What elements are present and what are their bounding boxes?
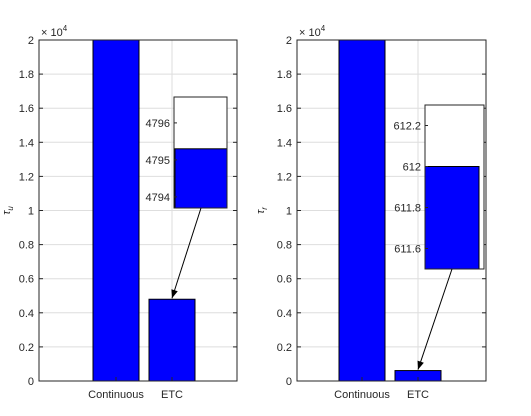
- y-axis-label: τu: [1, 206, 15, 215]
- inset-y-tick-label: 612.2: [393, 121, 421, 133]
- y-exponent-power: 4: [321, 24, 326, 33]
- y-tick-label: 1.2: [277, 171, 292, 183]
- left-panel: 0 0.2 0.4 0.6 0.8 1 1.2 1.4 1.6 1.8 2 Continuous ETC…: [1, 24, 238, 401]
- bar-etc: [148, 298, 196, 382]
- inset-bar: [424, 166, 480, 270]
- y-tick-label: 0.8: [277, 240, 292, 252]
- bar-continuous: [338, 39, 386, 382]
- inset-y-tick-label: 4794: [146, 192, 170, 204]
- x-tick-label: Continuous: [334, 389, 390, 401]
- y-exponent-label: × 104: [299, 24, 326, 39]
- y-axis-label: τr: [255, 207, 269, 214]
- inset-y-tick-label: 612: [403, 162, 421, 174]
- y-axis-label-subscript: r: [260, 207, 269, 210]
- y-tick-label: 1: [286, 206, 292, 218]
- zoom-arrow-head: [417, 360, 424, 370]
- right-panel: 0 0.2 0.4 0.6 0.8 1 1.2 1.4 1.6 1.8 2 Continuous ETC…: [255, 24, 487, 401]
- x-tick-label: Continuous: [88, 389, 144, 401]
- y-tick-label: 1.6: [277, 103, 292, 115]
- y-tick-label: 0: [286, 376, 292, 388]
- inset-etc: 611.6 611.8 612 612.2: [393, 104, 485, 270]
- x-tick-label: ETC: [407, 389, 429, 401]
- y-tick-label: 0.8: [19, 240, 34, 252]
- x-tick-label: ETC: [161, 389, 183, 401]
- y-tick-label: 1.8: [19, 69, 34, 81]
- inset-bar: [174, 148, 228, 209]
- y-tick-label: 0.4: [19, 308, 34, 320]
- y-tick-label: 0.6: [19, 274, 34, 286]
- inset-y-tick-label: 611.6: [394, 244, 421, 256]
- y-tick-label: 0.2: [277, 342, 292, 354]
- y-tick-label: 1.2: [19, 171, 34, 183]
- zoom-arrow: [171, 207, 202, 299]
- y-tick-label: 0.4: [277, 308, 292, 320]
- y-tick-label: 1.8: [277, 69, 292, 81]
- y-axis-label-subscript: u: [6, 206, 15, 211]
- inset-frame: [424, 104, 485, 270]
- y-tick-label: 1.4: [277, 137, 292, 149]
- y-tick-label: 1.4: [19, 137, 34, 149]
- y-tick-label: 1: [28, 206, 34, 218]
- y-tick-label: 2: [286, 35, 292, 47]
- inset-y-tick-label: 611.8: [394, 203, 421, 215]
- y-tick-label: 0.6: [277, 274, 292, 286]
- y-exponent-power: 4: [63, 24, 68, 33]
- zoom-arrow: [417, 268, 453, 370]
- bar-continuous: [92, 39, 140, 382]
- y-tick-label: 1.6: [19, 103, 34, 115]
- y-exponent-label: × 104: [41, 24, 68, 39]
- inset-y-tick-label: 4796: [146, 118, 170, 130]
- zoom-arrow-head: [171, 289, 178, 299]
- y-tick-label: 2: [28, 35, 34, 47]
- y-tick-label: 0.2: [19, 342, 34, 354]
- inset-y-tick-label: 4795: [146, 155, 170, 167]
- inset-etc: 4794 4795 4796: [146, 96, 228, 209]
- axes-frame: [296, 39, 487, 382]
- axes-frame: [38, 39, 238, 382]
- y-tick-label: 0: [28, 376, 34, 388]
